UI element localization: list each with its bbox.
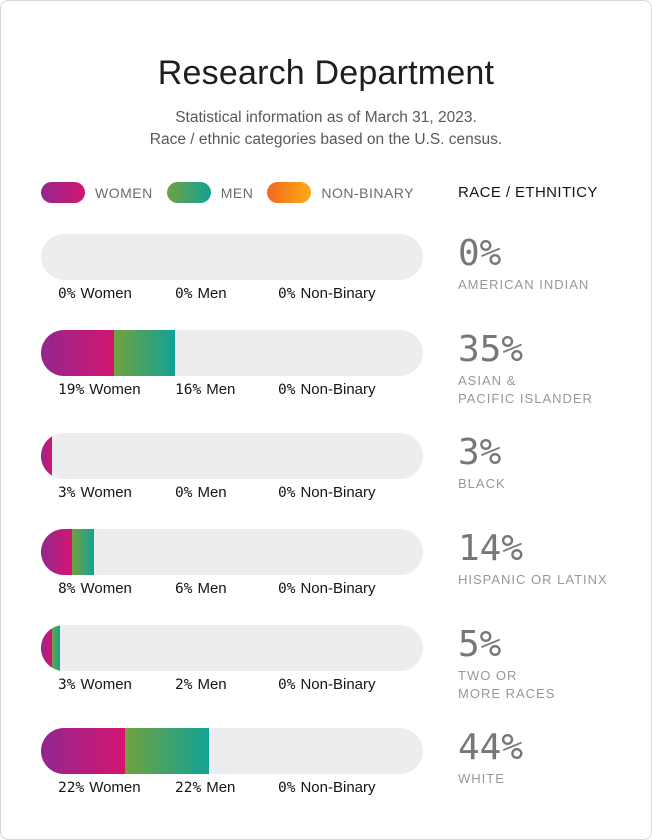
total-percentage: 3% [458, 432, 502, 473]
non-binary-stat-label: 0% Non-Binary [278, 580, 376, 597]
total-percentage: 44% [458, 727, 524, 768]
stacked-bar [41, 234, 423, 280]
stat-column: 3% BLACK [458, 433, 651, 493]
race-name: HISPANIC OR LATINX [458, 572, 608, 587]
legend-label-women: WOMEN [95, 184, 153, 201]
women-swatch-icon [41, 182, 85, 203]
men-stat-label: 22% Men [175, 779, 236, 796]
bar-segment-women [41, 529, 72, 575]
subtitle-line-2: Race / ethnic categories based on the U.… [149, 131, 503, 148]
stat-column: 35% ASIAN & PACIFIC ISLANDER [458, 330, 651, 408]
legend-item-men: MEN [166, 182, 254, 203]
bar-column: 19% Women 16% Men 0% Non-Binary [41, 330, 423, 401]
bar-column: 3% Women 2% Men 0% Non-Binary [41, 625, 423, 696]
total-percentage: 0% [458, 233, 502, 274]
subtitle: Statistical information as of March 31, … [1, 107, 651, 151]
bar-labels: 3% Women 0% Men 0% Non-Binary [41, 484, 423, 504]
non-binary-stat-label: 0% Non-Binary [278, 285, 376, 302]
bar-labels: 22% Women 22% Men 0% Non-Binary [41, 779, 423, 799]
race-row-hispanic-or-latinx: 8% Women 6% Men 0% Non-Binary 14% HISPANIC … [41, 529, 651, 600]
total-percentage: 14% [458, 528, 524, 569]
stacked-bar [41, 433, 423, 479]
women-stat-label: 8% Women [58, 580, 132, 597]
men-stat-label: 6% Men [175, 580, 227, 597]
stat-column: 14% HISPANIC OR LATINX [458, 529, 651, 589]
women-stat-label: 3% Women [58, 676, 132, 693]
race-name: AMERICAN INDIAN [458, 277, 590, 292]
race-row-two-or-more-races: 3% Women 2% Men 0% Non-Binary 5% TWO OR MOR… [41, 625, 651, 703]
chart-rows: 0% Women 0% Men 0% Non-Binary 0% AMERICAN I… [41, 234, 651, 799]
race-name: WHITE [458, 771, 505, 786]
stacked-bar [41, 330, 423, 376]
bar-column: 3% Women 0% Men 0% Non-Binary [41, 433, 423, 504]
men-stat-label: 0% Men [175, 285, 227, 302]
non-binary-swatch-icon [267, 182, 312, 203]
bar-column: 8% Women 6% Men 0% Non-Binary [41, 529, 423, 600]
bar-segment-men [71, 529, 95, 575]
stat-column: 0% AMERICAN INDIAN [458, 234, 651, 294]
race-row-american-indian: 0% Women 0% Men 0% Non-Binary 0% AMERICAN I… [41, 234, 651, 305]
race-row-black: 3% Women 0% Men 0% Non-Binary 3% BLACK [41, 433, 651, 504]
bar-segment-men [113, 330, 175, 376]
stat-column: 5% TWO OR MORE RACES [458, 625, 651, 703]
legend-item-women: WOMEN [41, 182, 153, 203]
bar-segment-men [125, 728, 210, 774]
bar-labels: 19% Women 16% Men 0% Non-Binary [41, 381, 423, 401]
men-stat-label: 16% Men [175, 381, 236, 398]
women-stat-label: 22% Women [58, 779, 141, 796]
race-ethnicity-column-header: RACE / ETHNITICY [458, 184, 598, 201]
non-binary-stat-label: 0% Non-Binary [278, 381, 376, 398]
bar-segment-women [41, 330, 114, 376]
men-swatch-icon [166, 182, 211, 203]
bar-segment-women [41, 625, 53, 671]
men-stat-label: 2% Men [175, 676, 227, 693]
women-stat-label: 19% Women [58, 381, 141, 398]
bar-segment-women [41, 433, 53, 479]
women-stat-label: 3% Women [58, 484, 132, 501]
legend: WOMEN MEN NON-BINARY [41, 182, 458, 203]
bar-labels: 8% Women 6% Men 0% Non-Binary [41, 580, 423, 600]
race-name: BLACK [458, 476, 506, 491]
subtitle-line-1: Statistical information as of March 31, … [175, 109, 477, 126]
legend-item-non-binary: NON-BINARY [267, 182, 414, 203]
total-percentage: 5% [458, 624, 502, 665]
legend-row: WOMEN MEN NON-BINARY RACE / ETHNITICY [41, 182, 651, 203]
bar-segment-men [52, 625, 61, 671]
non-binary-stat-label: 0% Non-Binary [278, 676, 376, 693]
stacked-bar [41, 529, 423, 575]
race-name: ASIAN & PACIFIC ISLANDER [458, 373, 593, 406]
legend-label-non-binary: NON-BINARY [321, 184, 414, 201]
stacked-bar [41, 625, 423, 671]
total-percentage: 35% [458, 329, 524, 370]
page-title: Research Department [157, 54, 495, 92]
race-row-asian-pacific-islander: 19% Women 16% Men 0% Non-Binary 35% ASIAN &… [41, 330, 651, 408]
bar-segment-women [41, 728, 126, 774]
bar-labels: 0% Women 0% Men 0% Non-Binary [41, 285, 423, 305]
bar-labels: 3% Women 2% Men 0% Non-Binary [41, 676, 423, 696]
bar-column: 0% Women 0% Men 0% Non-Binary [41, 234, 423, 305]
non-binary-stat-label: 0% Non-Binary [278, 779, 376, 796]
non-binary-stat-label: 0% Non-Binary [278, 484, 376, 501]
race-row-white: 22% Women 22% Men 0% Non-Binary 44% WHITE [41, 728, 651, 799]
race-name: TWO OR MORE RACES [458, 668, 556, 701]
stacked-bar [41, 728, 423, 774]
stat-column: 44% WHITE [458, 728, 651, 788]
legend-label-men: MEN [220, 184, 254, 201]
women-stat-label: 0% Women [58, 285, 132, 302]
men-stat-label: 0% Men [175, 484, 227, 501]
bar-column: 22% Women 22% Men 0% Non-Binary [41, 728, 423, 799]
